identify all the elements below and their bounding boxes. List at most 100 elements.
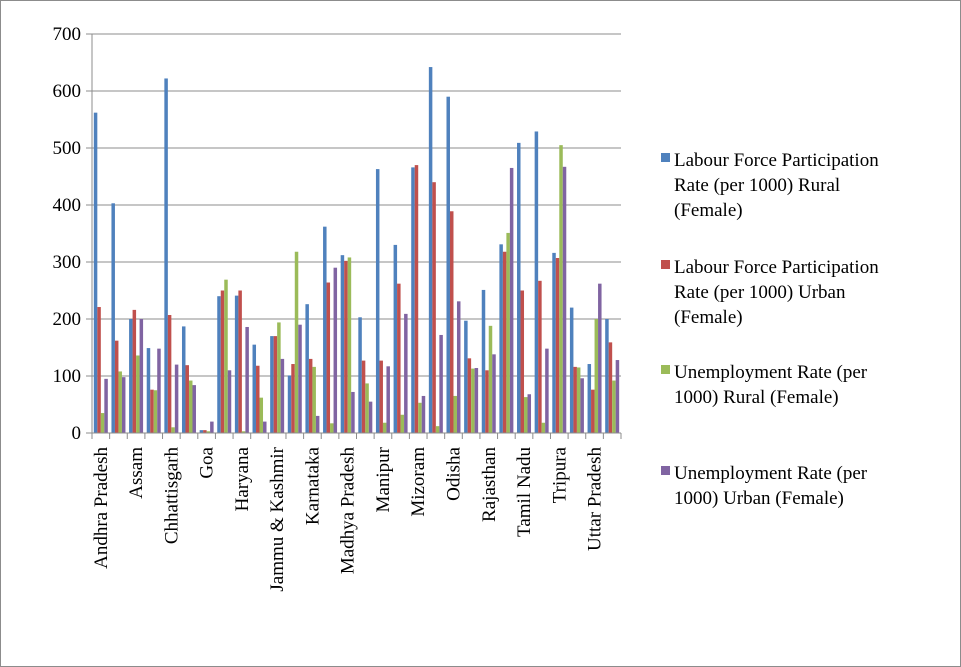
y-tick-label: 400 [53,195,82,216]
bar [252,344,257,433]
bar [351,391,355,433]
x-axis-tick-labels: Andhra Pradesh Assam Chhattisgarh Goa Haryan… [91,446,606,591]
bar [386,366,390,433]
bar [220,290,225,433]
bar [100,413,105,433]
bar [598,283,602,433]
bar [580,378,584,433]
bar [185,365,189,433]
bar [259,397,264,433]
bar [234,295,239,433]
x-tick-label: Tamil Nadu [514,447,535,537]
bar [361,360,366,433]
bar [393,244,398,433]
x-tick-label: Rajasthan [479,447,500,522]
bar [171,427,175,433]
bar [520,290,525,433]
bar [280,358,285,433]
bar [174,364,179,433]
axes [91,34,622,439]
bar [573,366,577,433]
bars [93,67,620,434]
legend-swatch [661,260,670,269]
bar [400,414,405,433]
bar [323,226,327,433]
bar [132,309,137,433]
y-tick-label: 0 [72,423,82,444]
bar [340,255,345,433]
bar [291,364,295,433]
x-tick-label: Uttar Pradesh [585,447,606,551]
bar [421,395,426,433]
bar [499,244,503,433]
legend-swatch [661,153,670,162]
bar [146,348,151,433]
bar [608,342,613,433]
bar [192,385,196,433]
legend: Labour Force Participation Rate (per 1000… [661,150,879,509]
bar [464,320,468,433]
bar [188,380,193,433]
bar [569,307,574,433]
bar [181,326,186,433]
bar [97,307,101,433]
legend-swatch [661,365,670,374]
gridlines [86,33,621,434]
bar [397,283,401,433]
bar [104,378,108,433]
bar [210,421,214,433]
bar [368,401,373,433]
bar [379,360,383,433]
bar [524,397,528,433]
bar [382,422,387,433]
bar [358,317,362,433]
bar [411,167,415,433]
bar [439,334,443,433]
bar [485,370,489,433]
bar [456,301,461,433]
bar [414,165,419,433]
bar [435,426,440,433]
bar [217,296,221,433]
x-tick-label: Assam [126,447,147,499]
x-tick-label: Manipur [373,446,394,512]
bar [488,325,493,433]
bar [474,368,479,433]
bar [375,169,380,433]
legend-entry: Unemployment Rate (per 1000) Urban (Femal… [674,463,868,509]
bar [428,67,433,433]
x-tick-label: Madhya Pradesh [338,447,359,575]
bar [206,431,211,433]
bar [294,251,299,433]
bar [527,394,532,433]
bar [541,422,546,433]
legend-entry: Labour Force Participation Rate (per 1000… [674,257,879,328]
bar [111,203,115,433]
bar [118,371,122,433]
x-tick-label: Haryana [232,446,253,511]
y-tick-label: 200 [53,309,82,330]
bar [129,319,133,433]
bar [612,380,616,433]
bar [333,267,338,433]
bar [506,232,510,433]
bar [224,279,228,433]
bar [432,182,436,433]
legend-swatch [661,466,670,475]
bar [153,390,158,433]
bar [538,280,542,433]
bar [404,313,408,433]
bar [330,423,334,433]
bar [256,365,260,433]
y-tick-label: 300 [53,252,82,273]
legend-entry: Unemployment Rate (per 1000) Rural (Femal… [674,362,868,408]
bar [167,315,172,433]
bar [270,336,274,433]
x-tick-label: Jammu & Kashmir [267,446,288,591]
bar [139,319,144,433]
bar [509,167,514,433]
bar [446,96,450,433]
bar [315,415,320,433]
bar [615,360,620,433]
x-tick-label: Goa [197,446,218,478]
